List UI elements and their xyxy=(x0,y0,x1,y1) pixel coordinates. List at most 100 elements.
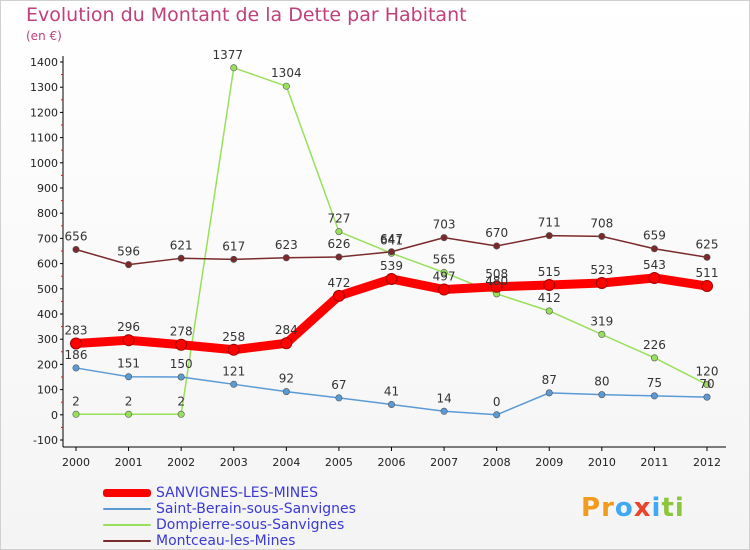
legend-swatch xyxy=(103,508,151,510)
proxiti-logo: Proxiti xyxy=(581,493,685,523)
data-point xyxy=(703,393,711,401)
logo-letter: i xyxy=(651,493,662,523)
data-label: 565 xyxy=(433,252,456,266)
y-tick-label: 1300 xyxy=(30,81,58,94)
data-point xyxy=(545,307,553,315)
legend-swatch xyxy=(103,540,151,542)
data-point xyxy=(282,388,290,396)
x-tick-label: 2001 xyxy=(115,456,143,469)
legend: SANVIGNES-LES-MINES Saint-Berain-sous-San… xyxy=(103,485,403,549)
data-label: 258 xyxy=(222,330,245,344)
data-label: 647 xyxy=(380,232,403,246)
legend-swatch xyxy=(103,524,151,526)
data-point xyxy=(440,268,448,276)
data-point xyxy=(282,82,290,90)
data-label: 278 xyxy=(170,325,193,339)
logo-letter: x xyxy=(633,493,652,523)
data-label: 596 xyxy=(117,245,140,259)
data-label: 617 xyxy=(222,239,245,253)
data-label: 621 xyxy=(170,238,193,252)
legend-label: Dompierre-sous-Sanvignes xyxy=(156,517,345,533)
data-point xyxy=(70,337,82,350)
x-tick-label: 2000 xyxy=(62,456,90,469)
y-tick-label: 1200 xyxy=(30,106,58,119)
data-point xyxy=(72,410,80,418)
data-label: 543 xyxy=(643,258,666,272)
logo-letter: r xyxy=(601,493,615,523)
data-point xyxy=(438,283,451,296)
data-point xyxy=(387,400,395,408)
data-point xyxy=(335,253,343,261)
data-point xyxy=(490,280,503,293)
data-label: 711 xyxy=(538,216,561,230)
y-tick-label: 1100 xyxy=(30,132,58,145)
data-label: 511 xyxy=(696,266,719,280)
data-label: 412 xyxy=(538,291,561,305)
data-point xyxy=(230,380,238,388)
data-point xyxy=(175,338,188,351)
data-label: 515 xyxy=(538,265,561,279)
x-tick-label: 2002 xyxy=(167,456,195,469)
data-label: 2 xyxy=(125,394,133,408)
data-label: 472 xyxy=(327,276,350,290)
data-label: 1377 xyxy=(212,48,243,62)
legend-label: Montceau-les-Mines xyxy=(156,533,296,549)
y-tick-label: 900 xyxy=(37,182,58,195)
data-point xyxy=(650,245,658,253)
data-label: 67 xyxy=(331,378,346,392)
x-tick-label: 2004 xyxy=(272,456,300,469)
data-label: 708 xyxy=(590,216,613,230)
data-point xyxy=(440,407,448,415)
data-point xyxy=(282,254,290,262)
data-label: 75 xyxy=(647,376,662,390)
logo-letter: i xyxy=(674,493,685,523)
data-point xyxy=(122,334,135,347)
legend-item: Dompierre-sous-Sanvignes xyxy=(103,517,403,533)
data-label: 120 xyxy=(696,365,719,379)
data-point xyxy=(177,373,185,381)
data-point xyxy=(230,64,238,72)
data-point xyxy=(385,272,398,285)
x-tick-label: 2008 xyxy=(483,456,511,469)
data-point xyxy=(545,232,553,240)
data-label: 539 xyxy=(380,259,403,273)
legend-swatch xyxy=(103,489,151,497)
data-label: 656 xyxy=(65,229,88,243)
data-point xyxy=(227,343,240,356)
data-point xyxy=(387,248,395,256)
data-label: 523 xyxy=(590,263,613,277)
x-tick-label: 2006 xyxy=(378,456,406,469)
data-label: 641 xyxy=(380,233,403,247)
data-point xyxy=(125,261,133,269)
data-label: 14 xyxy=(436,391,451,405)
data-point xyxy=(177,410,185,418)
logo-letter: o xyxy=(614,493,634,523)
x-tick-label: 2003 xyxy=(220,456,248,469)
data-point xyxy=(703,253,711,261)
data-label: 670 xyxy=(485,226,508,240)
data-point xyxy=(598,391,606,399)
data-label: 296 xyxy=(117,320,140,334)
data-point xyxy=(335,394,343,402)
data-label: 626 xyxy=(327,237,350,251)
data-point xyxy=(650,392,658,400)
chart-title: Evolution du Montant de la Dette par Hab… xyxy=(26,4,467,26)
data-label: 659 xyxy=(643,229,666,243)
data-label: 92 xyxy=(279,372,294,386)
legend-label: SANVIGNES-LES-MINES xyxy=(156,485,319,501)
data-point xyxy=(648,271,661,284)
data-label: 727 xyxy=(327,212,350,226)
data-label: 151 xyxy=(117,357,140,371)
legend-item: SANVIGNES-LES-MINES xyxy=(103,485,403,501)
y-tick-label: 1400 xyxy=(30,56,58,69)
logo-letter: t xyxy=(661,493,675,523)
y-tick-label: 1000 xyxy=(30,157,58,170)
data-point xyxy=(335,228,343,236)
data-label: 283 xyxy=(65,323,88,337)
x-tick-label: 2011 xyxy=(640,456,668,469)
x-tick-label: 2005 xyxy=(325,456,353,469)
y-tick-label: 200 xyxy=(37,358,58,371)
x-tick-label: 2012 xyxy=(693,456,721,469)
